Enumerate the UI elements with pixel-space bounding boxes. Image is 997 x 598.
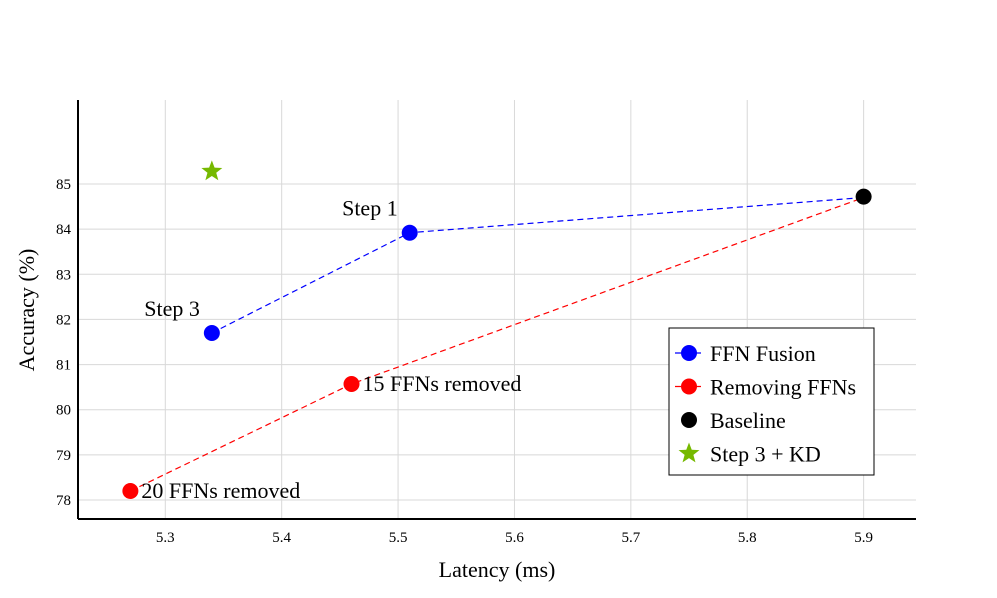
legend-step-3-kd-marker — [678, 442, 700, 463]
legend-removing-ffns-marker — [681, 378, 697, 395]
y-tick-label: 78 — [56, 493, 71, 509]
legend-ffn-fusion-marker — [681, 345, 697, 361]
x-tick-label: 5.7 — [621, 530, 640, 546]
point-label: Step 1 — [342, 196, 398, 221]
y-tick-label: 83 — [56, 267, 71, 283]
axes — [77, 100, 916, 520]
y-tick-label: 80 — [56, 403, 71, 419]
removing-ffns-point — [343, 375, 360, 392]
y-tick-label: 84 — [56, 222, 72, 238]
point-label: 20 FFNs removed — [141, 478, 300, 503]
legend-step-3-kd-label: Step 3 + KD — [710, 442, 821, 467]
tick-labels: 5.3 5.4 5.5 5.6 5.7 5.8 5.9 78 79 80 81 82 83 84 85 — [56, 177, 873, 546]
series-markers — [122, 160, 872, 500]
point-annotations: Step 3 Step 1 20 FFNs removed 15 FFNs remov… — [141, 196, 521, 503]
legend-ffn-fusion-label: FFN Fusion — [710, 341, 816, 366]
point-label: 15 FFNs removed — [363, 371, 522, 396]
ffn-fusion-line — [211, 196, 864, 334]
y-tick-label: 85 — [56, 177, 71, 193]
x-tick-label: 5.5 — [389, 530, 408, 546]
legend-removing-ffns-label: Removing FFNs — [710, 375, 856, 400]
x-tick-label: 5.8 — [738, 530, 757, 546]
y-tick-label: 81 — [56, 358, 71, 374]
y-axis-title: Accuracy (%) — [14, 249, 39, 372]
y-tick-label: 79 — [56, 448, 71, 464]
step-3-kd-point — [201, 160, 223, 181]
ffn-fusion-point — [203, 324, 220, 341]
x-tick-label: 5.3 — [156, 530, 175, 546]
x-tick-label: 5.9 — [854, 530, 873, 546]
y-tick-label: 82 — [56, 312, 71, 328]
legend-baseline-label: Baseline — [710, 408, 786, 433]
x-tick-label: 5.6 — [505, 530, 524, 546]
point-label: Step 3 — [144, 296, 200, 321]
baseline-point — [855, 188, 872, 205]
x-axis-title: Latency (ms) — [439, 557, 556, 582]
legend: FFN Fusion Removing FFNs Baseline Step 3 + … — [668, 327, 875, 476]
removing-ffns-point — [122, 483, 139, 500]
x-tick-label: 5.4 — [272, 530, 291, 546]
ffn-fusion-point — [401, 224, 418, 241]
legend-baseline-marker — [681, 412, 697, 428]
legend-box — [668, 327, 875, 476]
